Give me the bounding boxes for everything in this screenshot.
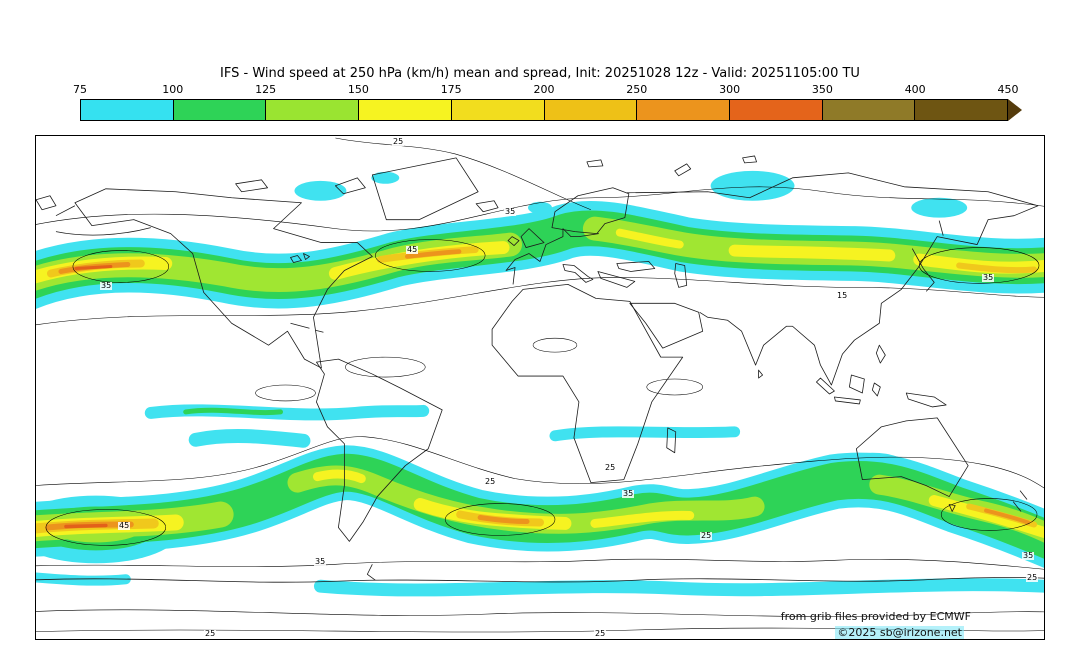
contour-label: 25 [700, 531, 713, 540]
colorbar-tick: 400 [904, 83, 926, 96]
colorbar-tick: 450 [997, 83, 1019, 96]
contour-label: 35 [1022, 551, 1035, 560]
colorbar-cell [729, 100, 823, 120]
colorbar-cell [266, 100, 360, 120]
spread-contours [36, 137, 1044, 633]
colorbar-tick: 250 [626, 83, 648, 96]
colorbar-tick: 125 [255, 83, 277, 96]
contour-label: 35 [982, 273, 995, 282]
wind-speed-bands [36, 170, 1044, 597]
contour-label: 25 [1026, 573, 1039, 582]
contour-label: 25 [204, 629, 217, 638]
contour-label: 45 [406, 245, 419, 254]
contour-label: 25 [484, 477, 497, 486]
world-map-svg [36, 137, 1044, 633]
credit-ecmwf: from grib files provided by ECMWF [780, 610, 971, 623]
contour-label: 15 [836, 291, 849, 300]
contour-label: 35 [100, 281, 113, 290]
colorbar-tick: 200 [533, 83, 555, 96]
chart-title: IFS - Wind speed at 250 hPa (km/h) mean … [220, 66, 860, 81]
colorbar-ticks: 75 100 125 150 175 200 250 300 350 400 450 [73, 83, 1019, 97]
colorbar-cell [822, 100, 916, 120]
coastlines [36, 155, 1044, 583]
contour-label: 35 [504, 207, 517, 216]
world-map: 25 35 45 35 15 35 25 25 35 25 45 35 35 25 25 25 from gr… [35, 135, 1045, 640]
colorbar-tick: 75 [73, 83, 87, 96]
colorbar-tick: 175 [440, 83, 462, 96]
colorbar [80, 99, 1008, 121]
colorbar-tick: 350 [811, 83, 833, 96]
contour-label: 25 [604, 463, 617, 472]
contour-label: 35 [622, 489, 635, 498]
colorbar-cell [173, 100, 267, 120]
colorbar-cell [81, 100, 174, 120]
colorbar-tick: 150 [347, 83, 369, 96]
contour-label: 25 [392, 137, 405, 146]
colorbar-cell [451, 100, 545, 120]
colorbar-cell [637, 100, 730, 120]
colorbar-cell [544, 100, 638, 120]
colorbar-arrow [1008, 99, 1022, 121]
colorbar-tick: 100 [162, 83, 184, 96]
contour-label: 35 [314, 557, 327, 566]
contour-label: 25 [594, 629, 607, 638]
colorbar-tick: 300 [719, 83, 741, 96]
credit-copyright: ©2025 sb@irizone.net [835, 626, 964, 639]
contour-label: 45 [118, 521, 131, 530]
colorbar-wrap [80, 99, 1022, 121]
colorbar-cell [359, 100, 452, 120]
colorbar-cell [915, 100, 1008, 120]
